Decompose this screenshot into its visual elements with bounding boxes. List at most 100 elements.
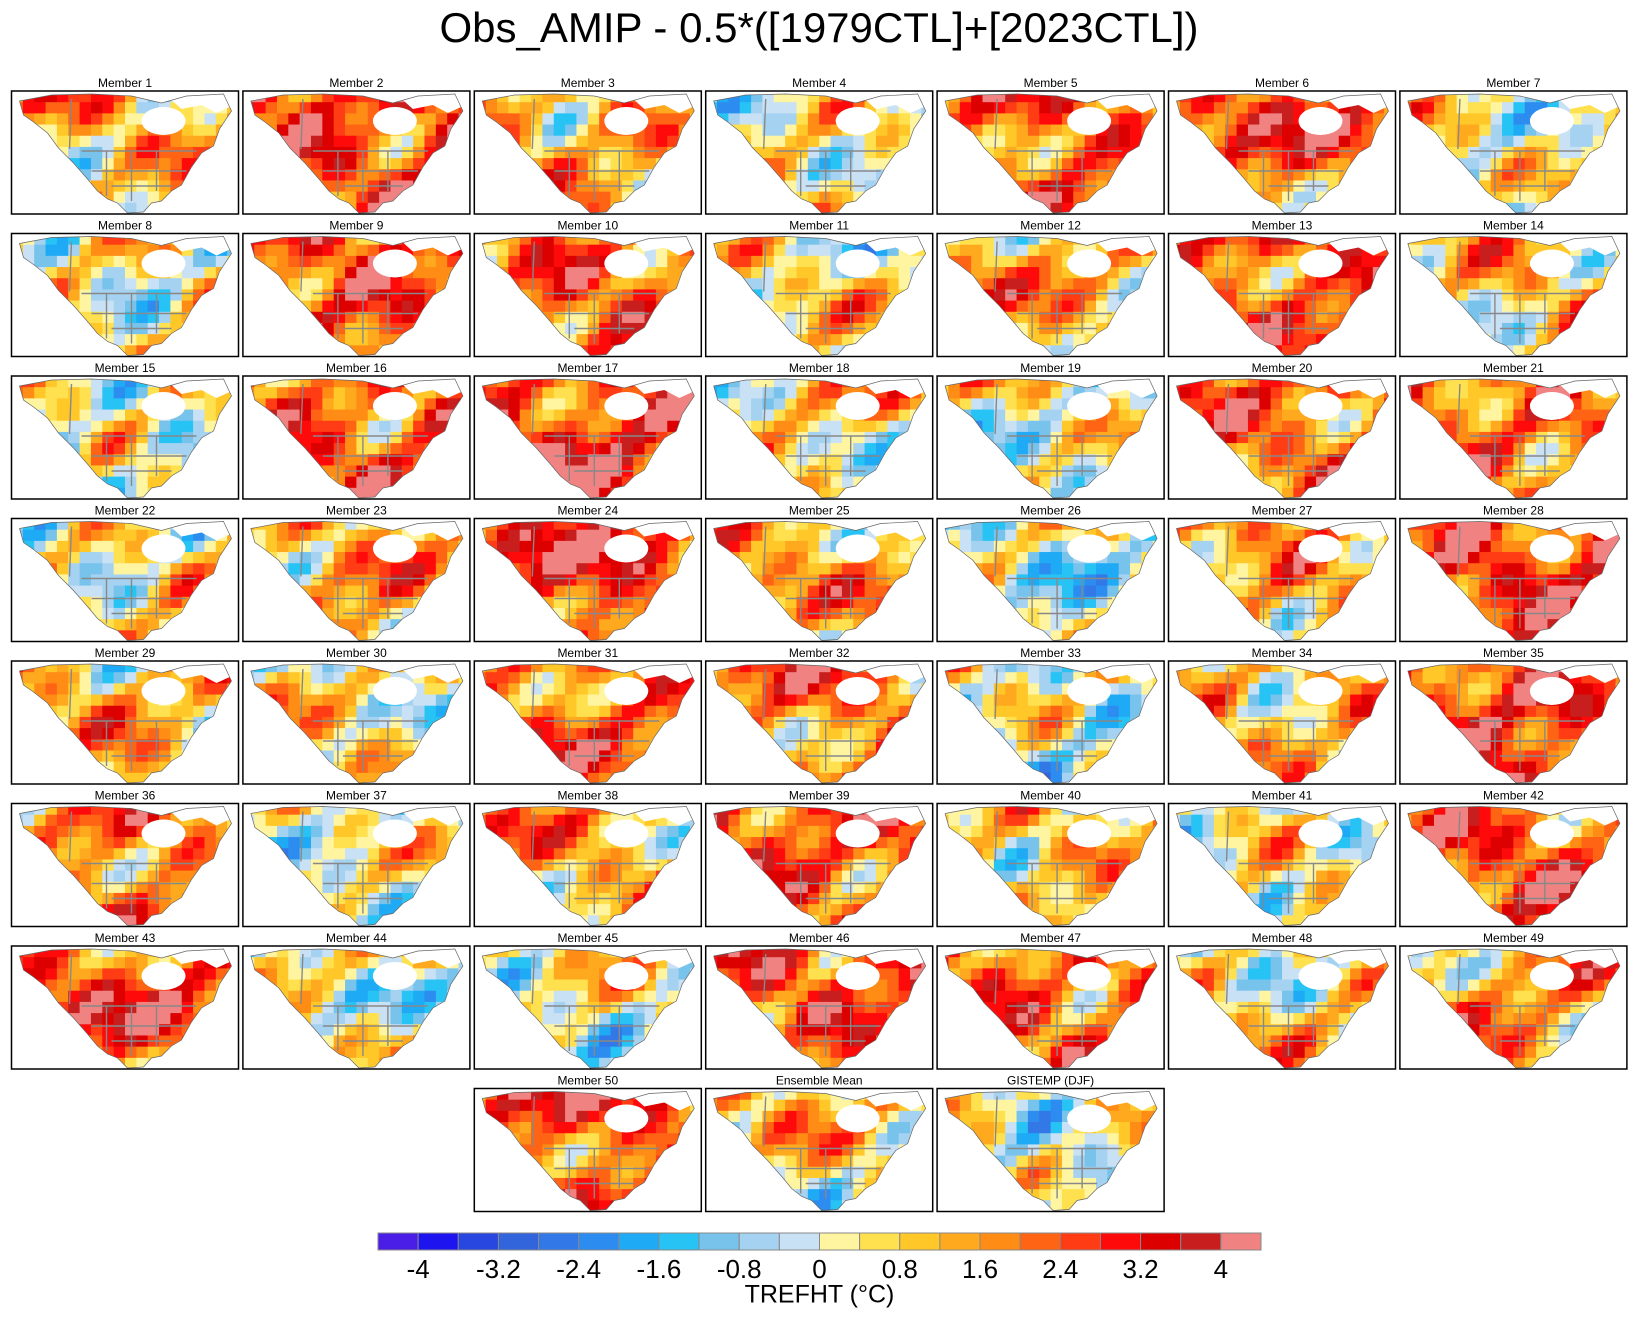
field-cell <box>1316 158 1328 170</box>
field-cell <box>250 113 255 126</box>
field-cell <box>181 409 194 422</box>
field-cell <box>1433 180 1446 193</box>
field-cell <box>655 169 668 182</box>
field-cell <box>170 102 183 114</box>
field-cell <box>633 311 646 324</box>
field-cell <box>181 146 194 159</box>
field-cell <box>345 431 357 444</box>
field-cell <box>1570 267 1583 279</box>
field-cell <box>1107 202 1120 213</box>
field-cell <box>193 202 206 213</box>
field-cell <box>22 552 35 564</box>
field-cell <box>1615 289 1620 302</box>
field-cell <box>1118 387 1131 399</box>
field-cell <box>1225 345 1238 356</box>
field-cell <box>159 278 171 291</box>
field-cell <box>34 158 47 170</box>
field-cell <box>1282 255 1294 268</box>
field-cell <box>482 255 487 268</box>
field-cell <box>390 443 403 455</box>
field-cell <box>887 311 900 324</box>
field-cell <box>204 443 217 455</box>
field-cell <box>667 487 680 498</box>
field-cell <box>1468 420 1480 433</box>
field-cell <box>1456 487 1469 498</box>
field-cell <box>1570 135 1583 148</box>
field-cell <box>1407 135 1412 148</box>
field-cell <box>79 191 92 204</box>
field-cell <box>773 102 786 114</box>
field-cell <box>254 409 267 422</box>
field-cell <box>945 420 950 433</box>
field-cell <box>1152 135 1158 148</box>
field-cell <box>1411 255 1424 268</box>
field-cell <box>1191 94 1204 103</box>
field-cell <box>1130 180 1142 193</box>
field-cell <box>485 431 498 444</box>
field-cell <box>345 202 357 213</box>
field-cell <box>762 454 775 467</box>
field-cell <box>90 487 103 498</box>
field-cell <box>68 345 81 356</box>
field-cell <box>1027 322 1040 335</box>
field-cell <box>519 113 532 126</box>
field-cell <box>1468 124 1480 137</box>
field-cell <box>1213 311 1226 324</box>
field-cell <box>644 431 657 444</box>
field-cell <box>250 236 255 246</box>
field-cell <box>1411 289 1424 302</box>
field-cell <box>751 255 764 268</box>
field-cell <box>1016 443 1029 455</box>
field-cell <box>1445 322 1458 335</box>
field-cell <box>621 454 634 467</box>
field-cell <box>621 278 634 291</box>
field-cell <box>1225 278 1238 291</box>
field-cell <box>773 443 786 455</box>
field-cell <box>773 146 786 159</box>
field-cell <box>1502 487 1514 498</box>
field-cell <box>265 244 278 257</box>
field-cell <box>485 454 498 467</box>
field-cell <box>1338 443 1351 455</box>
field-cell <box>993 267 1006 279</box>
field-cell <box>1433 135 1446 148</box>
field-cell <box>1479 267 1492 279</box>
field-cell <box>1039 409 1052 422</box>
arctic-islands <box>1087 376 1165 398</box>
field-cell <box>898 255 911 268</box>
field-cell <box>1536 146 1549 159</box>
field-cell <box>875 476 888 489</box>
field-cell <box>1282 387 1294 399</box>
field-cell <box>1118 113 1131 126</box>
field-cell <box>1592 476 1605 489</box>
field-cell <box>1176 379 1181 388</box>
field-cell <box>34 191 47 204</box>
field-cell <box>621 443 634 455</box>
field-cell <box>45 202 58 213</box>
field-cell <box>19 169 24 182</box>
field-cell <box>311 278 323 291</box>
field-cell <box>945 202 950 213</box>
field-cell <box>485 113 498 126</box>
field-cell <box>227 409 232 422</box>
field-cell <box>993 345 1006 356</box>
field-cell <box>90 146 103 159</box>
field-cell <box>1581 113 1594 126</box>
field-cell <box>22 431 35 444</box>
field-cell <box>689 465 695 478</box>
field-cell <box>79 574 92 587</box>
field-cell <box>1073 476 1086 489</box>
field-cell <box>68 202 81 213</box>
field-cell <box>739 454 752 467</box>
field-cell <box>689 420 695 433</box>
field-cell <box>1236 169 1249 182</box>
field-cell <box>254 267 267 279</box>
field-cell <box>807 334 820 346</box>
field-cell <box>841 191 854 204</box>
field-cell <box>193 289 206 302</box>
field-cell <box>34 135 47 148</box>
field-cell <box>435 158 448 170</box>
arctic-islands <box>1549 233 1627 256</box>
field-cell <box>299 465 312 478</box>
field-cell <box>1191 334 1204 346</box>
